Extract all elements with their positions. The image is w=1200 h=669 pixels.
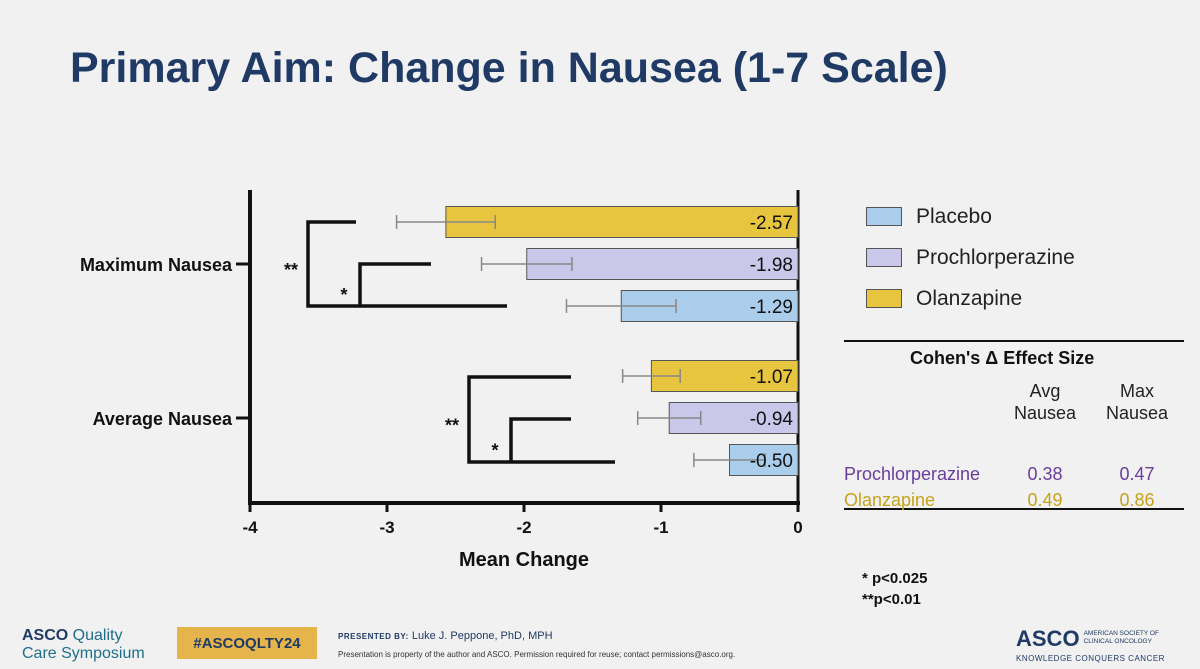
col-header-max-nausea: Max Nausea <box>1092 380 1182 424</box>
data-label: -1.98 <box>750 255 793 276</box>
significance-marker-outer: ** <box>284 260 298 280</box>
legend-swatch-prochlorperazine <box>866 248 902 267</box>
col-header-line: Max <box>1119 381 1154 401</box>
cell-max: 0.86 <box>1119 490 1155 510</box>
legend-label: Placebo <box>916 204 992 228</box>
legend-item-placebo: Placebo <box>866 196 1075 237</box>
y-category-label: Average Nausea <box>93 409 233 429</box>
significance-marker-inner: * <box>491 441 498 461</box>
note-p01: **p<0.01 <box>862 591 921 608</box>
col-header-line: Avg <box>1029 381 1061 401</box>
x-tick-label: 0 <box>793 518 802 537</box>
logo-line-2: Care Symposium <box>22 645 145 662</box>
col-header-line: Nausea <box>1013 403 1077 423</box>
effect-size-table: Cohen's Δ Effect Size Avg Nausea Max Nau… <box>844 340 1184 510</box>
cell-max: 0.47 <box>1119 464 1155 484</box>
effect-table-title: Cohen's Δ Effect Size <box>910 348 1095 368</box>
row-label: Prochlorperazine <box>844 464 981 484</box>
presented-by-label: PRESENTED BY: <box>338 632 409 641</box>
cell-avg: 0.49 <box>1027 490 1063 510</box>
x-tick-label: -2 <box>516 518 531 537</box>
presenter-line: PRESENTED BY: Luke J. Peppone, PhD, MPH <box>338 630 553 642</box>
col-header-line: Nausea <box>1105 403 1169 423</box>
x-tick-label: -3 <box>379 518 394 537</box>
asco-quality-logo: ASCO Quality Care Symposium <box>22 627 145 663</box>
x-tick-label: -1 <box>653 518 668 537</box>
bar-chart: -4 -3 -2 -1 0 Mean Change Maximum Nausea -2.57 -… <box>80 190 803 571</box>
presenter-name: Luke J. Peppone, PhD, MPH <box>411 630 553 642</box>
slide-title: Primary Aim: Change in Nausea (1-7 Scale… <box>70 44 948 92</box>
significance-bracket-inner <box>358 262 431 306</box>
cell-avg: 0.38 <box>1027 464 1063 484</box>
significance-notes: * p<0.025 **p<0.01 <box>862 568 927 610</box>
asco-tagline: KNOWLEDGE CONQUERS CANCER <box>1016 654 1165 663</box>
legend-swatch-olanzapine <box>866 289 902 308</box>
hashtag-badge: #ASCOQLTY24 <box>177 627 317 659</box>
legend-label: Prochlorperazine <box>916 245 1075 269</box>
data-label: -0.94 <box>750 409 794 430</box>
asco-logo: ASCO AMERICAN SOCIETY OF CLINICAL ONCOLOGY… <box>1016 626 1186 663</box>
data-label: -0.50 <box>750 451 793 472</box>
society-line: AMERICAN SOCIETY OF <box>1083 630 1159 637</box>
effect-row-prochlorperazine: Prochlorperazine <box>844 464 980 485</box>
data-label: -2.57 <box>750 213 793 234</box>
legend-item-prochlorperazine: Prochlorperazine <box>866 237 1075 278</box>
data-label: -1.07 <box>750 367 793 388</box>
x-tick-label: -4 <box>242 518 258 537</box>
significance-bracket-inner <box>509 417 571 462</box>
society-line: CLINICAL ONCOLOGY <box>1083 638 1152 645</box>
legend-label: Olanzapine <box>916 286 1023 310</box>
significance-marker-outer: ** <box>445 416 459 436</box>
col-header-avg-nausea: Avg Nausea <box>1000 380 1090 424</box>
y-category-label: Maximum Nausea <box>80 255 233 275</box>
logo-quality: Quality <box>68 627 123 644</box>
legend: Placebo Prochlorperazine Olanzapine <box>866 196 1075 319</box>
row-label: Olanzapine <box>844 490 936 510</box>
asco-wordmark: ASCO <box>1016 626 1080 651</box>
legend-item-olanzapine: Olanzapine <box>866 278 1075 319</box>
x-axis-title: Mean Change <box>459 549 589 571</box>
disclaimer: Presentation is property of the author a… <box>338 650 736 659</box>
logo-asco: ASCO <box>22 627 69 644</box>
significance-marker-inner: * <box>340 285 347 305</box>
significance-bracket-outer <box>467 375 615 464</box>
bar <box>445 206 799 238</box>
logo-line-1: ASCO Quality <box>22 627 145 645</box>
significance-bracket-outer <box>306 220 507 308</box>
effect-row-olanzapine: Olanzapine <box>844 490 935 511</box>
legend-swatch-placebo <box>866 207 902 226</box>
asco-society-text: AMERICAN SOCIETY OF CLINICAL ONCOLOGY <box>1084 630 1159 646</box>
data-label: -1.29 <box>750 297 793 318</box>
note-p025: * p<0.025 <box>862 570 928 587</box>
